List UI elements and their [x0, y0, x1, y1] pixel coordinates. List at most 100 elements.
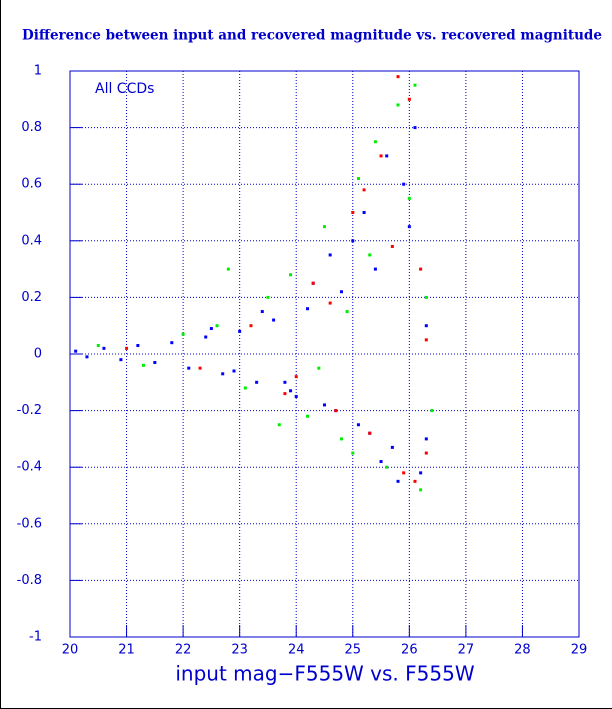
point	[323, 403, 326, 407]
point	[323, 225, 326, 229]
point	[187, 366, 191, 370]
point	[283, 392, 287, 396]
point	[396, 75, 400, 79]
point	[424, 324, 428, 328]
point	[238, 329, 242, 333]
x-tick-label: 21	[118, 643, 135, 658]
point	[430, 409, 434, 413]
point	[266, 295, 270, 299]
point	[424, 295, 428, 299]
annotation: All CCDs	[95, 81, 154, 97]
point	[396, 479, 400, 483]
chart-title: Difference between input and recovered m…	[22, 28, 602, 44]
point	[294, 375, 298, 379]
point	[419, 267, 423, 271]
point	[424, 451, 428, 455]
point	[181, 332, 185, 336]
y-tick-label: -0.2	[17, 403, 42, 418]
point	[402, 471, 406, 475]
point	[255, 380, 259, 384]
point	[153, 360, 157, 364]
point	[277, 423, 281, 427]
point	[379, 460, 383, 464]
point	[356, 423, 360, 427]
point	[407, 225, 411, 229]
point	[334, 409, 338, 413]
point	[306, 414, 310, 418]
x-tick-label: 28	[514, 643, 531, 658]
point	[413, 126, 417, 130]
point	[232, 369, 236, 373]
point	[221, 372, 225, 376]
point	[356, 177, 360, 181]
point	[204, 335, 208, 339]
y-tick-label: 0.2	[21, 290, 42, 305]
point	[142, 363, 146, 367]
y-tick-label: 1	[34, 64, 42, 79]
y-tick-label: -0.6	[17, 516, 42, 531]
point	[351, 451, 355, 455]
point	[362, 188, 366, 192]
point	[198, 366, 202, 370]
x-tick-label: 24	[288, 643, 305, 658]
point	[396, 103, 400, 107]
x-tick-label: 29	[571, 643, 588, 658]
point	[328, 253, 332, 257]
point	[351, 211, 355, 214]
y-tick-label: -0.8	[17, 573, 42, 588]
point	[102, 346, 106, 350]
y-tick-label: 0.4	[21, 233, 42, 248]
point	[311, 281, 315, 285]
point	[385, 154, 389, 158]
point	[170, 341, 174, 345]
point	[379, 154, 383, 158]
y-tick-label: 0.8	[21, 120, 42, 135]
point	[328, 301, 332, 305]
point	[419, 471, 423, 475]
point	[226, 267, 230, 271]
point	[390, 445, 394, 449]
point	[368, 431, 372, 435]
x-tick-label: 26	[401, 643, 418, 658]
x-axis-label: input mag−F555W vs. F555W	[175, 662, 474, 686]
point	[413, 479, 417, 483]
x-tick-label: 20	[62, 643, 79, 658]
point	[294, 394, 298, 398]
point	[339, 437, 343, 441]
x-tick-label: 27	[458, 643, 475, 658]
point	[125, 346, 129, 350]
point	[306, 307, 310, 311]
x-tick-label: 25	[345, 643, 362, 658]
point	[215, 324, 219, 328]
point	[424, 338, 428, 342]
point	[209, 327, 213, 331]
point	[362, 211, 366, 214]
y-tick-label: 0.6	[21, 177, 42, 192]
point	[373, 140, 377, 144]
point	[368, 253, 372, 257]
point	[283, 380, 287, 384]
point	[96, 344, 100, 348]
point	[289, 389, 293, 393]
y-tick-label: -0.4	[17, 460, 42, 475]
point	[249, 324, 253, 328]
point	[119, 358, 123, 362]
y-tick-label: 0	[34, 347, 42, 362]
point	[413, 83, 417, 87]
point	[289, 273, 293, 277]
point	[345, 310, 349, 314]
point	[243, 386, 247, 390]
point	[136, 344, 140, 348]
point	[260, 310, 264, 314]
point	[385, 465, 389, 469]
point	[419, 488, 423, 492]
x-tick-label: 22	[175, 643, 192, 658]
point	[373, 267, 377, 271]
y-tick-label: -1	[29, 630, 42, 645]
point	[407, 97, 411, 101]
point	[407, 196, 411, 200]
point	[74, 349, 78, 353]
point	[351, 239, 355, 243]
